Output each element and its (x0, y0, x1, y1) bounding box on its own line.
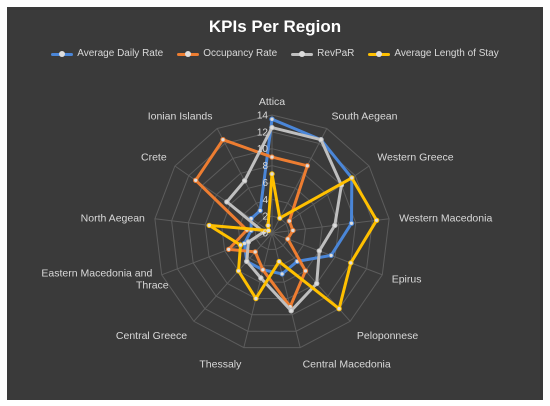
data-point (348, 260, 354, 266)
tick-label: 2 (262, 212, 268, 223)
data-point (258, 275, 264, 281)
category-label: Attica (259, 96, 285, 108)
data-point (265, 227, 272, 234)
tick-label: 12 (257, 127, 269, 138)
grid-spoke (243, 232, 273, 348)
grid-spoke (271, 232, 301, 348)
legend-label: Occupancy Rate (203, 48, 278, 59)
data-point (241, 178, 248, 184)
data-point (328, 252, 334, 259)
grid-spoke (193, 232, 273, 322)
category-label: Central Macedonia (303, 358, 391, 370)
grid-ring (187, 148, 357, 316)
legend-item-average-daily-rate: Average Daily Rate (51, 48, 163, 59)
data-point (237, 242, 244, 248)
data-point (304, 163, 310, 169)
legend-swatch (51, 50, 74, 58)
legend-label: Average Length of Stay (394, 48, 499, 59)
data-point (288, 308, 294, 314)
tick-label: 8 (262, 161, 268, 172)
grid-ring (154, 114, 390, 349)
grid-ring (254, 215, 290, 250)
data-point (269, 124, 275, 131)
grid-spoke (271, 232, 383, 276)
category-label: Epirus (392, 273, 422, 285)
legend-swatch (368, 50, 391, 58)
data-point (269, 116, 275, 122)
data-point (336, 306, 342, 312)
category-label: South Aegean (332, 111, 398, 123)
data-point (279, 271, 285, 277)
tick-label: 4 (262, 195, 268, 206)
category-label: North Aegean (81, 213, 145, 225)
data-point (349, 175, 355, 181)
legend-label: RevPaR (317, 48, 355, 59)
tick-label: 0 (262, 229, 268, 240)
data-point (257, 207, 263, 214)
data-point (226, 246, 232, 253)
chart-panel: KPIs Per Region Average Daily Rate Occup… (7, 7, 543, 400)
grid-spoke (271, 128, 328, 234)
data-point (253, 295, 259, 302)
legend-swatch (177, 50, 200, 58)
data-point (269, 154, 275, 160)
tick-label: 14 (257, 111, 269, 122)
data-point (276, 258, 282, 265)
category-label: Peloponnese (357, 330, 418, 342)
chart-title: KPIs Per Region (208, 17, 342, 36)
radar-plot: 0 2 4 6 8 10 12 14 Attica South Aegean Western Gre… (41, 96, 492, 370)
legend-swatch (291, 50, 314, 58)
data-point (332, 222, 338, 229)
legend-item-average-length-of-stay: Average Length of Stay (368, 48, 499, 59)
data-point (260, 267, 266, 273)
data-point (302, 268, 309, 274)
data-point (220, 137, 226, 143)
data-point (206, 222, 212, 229)
data-point (285, 236, 291, 242)
data-point (373, 217, 380, 224)
category-label: Thessaly (199, 358, 242, 370)
series-line (225, 126, 343, 313)
tick-label: 10 (257, 144, 269, 155)
grid-ring (171, 131, 373, 332)
data-point (269, 171, 275, 177)
category-label: Eastern Macedonia and Thrace (41, 267, 168, 291)
category-label: Western Greece (377, 151, 453, 163)
category-label: Crete (141, 151, 167, 163)
data-point (314, 280, 320, 287)
category-label: Central Greece (116, 330, 187, 342)
data-point (245, 239, 252, 245)
data-point (244, 258, 250, 265)
tick-label: 6 (262, 178, 268, 189)
data-point (265, 222, 271, 229)
data-point (235, 268, 242, 274)
data-point (316, 248, 322, 254)
legend-item-occupancy-rate: Occupancy Rate (177, 48, 277, 59)
legend: Average Daily Rate Occupancy Rate RevPaR… (7, 48, 543, 59)
category-label: Ionian Islands (148, 111, 213, 123)
data-point (193, 177, 199, 184)
data-point (290, 227, 296, 234)
data-point (277, 215, 283, 221)
grid-spoke (174, 165, 273, 234)
legend-item-revpar: RevPaR (291, 48, 354, 59)
legend-label: Average Daily Rate (77, 48, 164, 59)
data-point (252, 249, 258, 255)
data-point (224, 199, 230, 205)
series-line (207, 172, 379, 311)
data-point (348, 220, 355, 227)
data-point (318, 137, 324, 143)
category-label: Western Macedonia (399, 213, 492, 225)
data-point (286, 218, 292, 224)
